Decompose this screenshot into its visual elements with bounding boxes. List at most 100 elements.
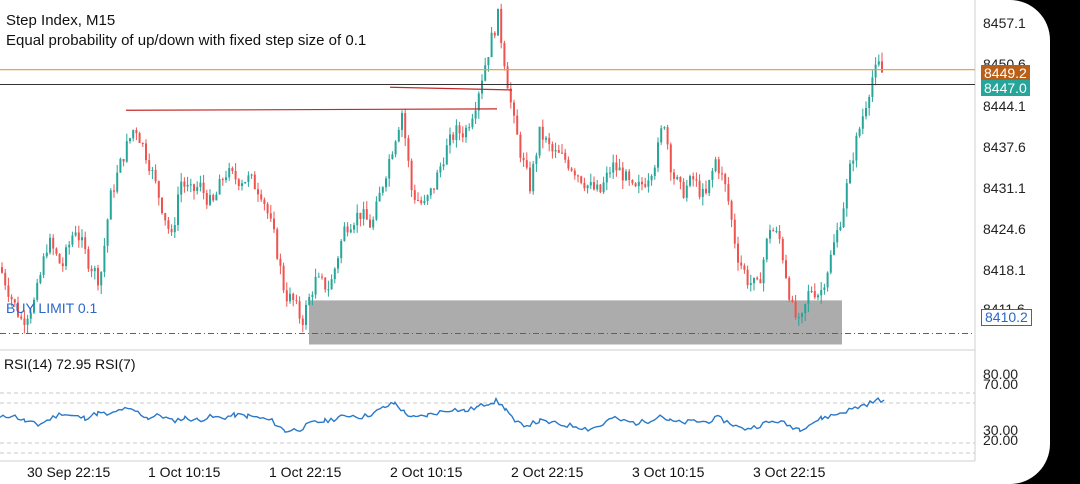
candle-body (577, 175, 579, 177)
candle-body (797, 317, 800, 319)
buy-limit-price-tag[interactable]: 8410.2 (981, 309, 1032, 326)
candle-body (292, 293, 295, 301)
candle-body (372, 219, 375, 228)
candle-body (81, 237, 83, 241)
candle-body (52, 237, 55, 249)
candle-body (452, 134, 455, 140)
candle-body (637, 181, 640, 187)
candle-body (349, 229, 352, 233)
candle-body (273, 218, 275, 230)
candle-body (769, 230, 771, 239)
candle-body (855, 135, 858, 161)
candle-body (343, 226, 346, 241)
candle-body (621, 167, 624, 181)
candle-body (407, 138, 410, 161)
candle-body (311, 294, 314, 298)
chart-canvas[interactable] (0, 0, 1050, 484)
candle-body (135, 130, 138, 134)
candle-body (257, 189, 259, 195)
symbol-description: Equal probability of up/down with fixed … (6, 32, 367, 49)
rsi-line (0, 396, 885, 433)
candle-body (849, 163, 851, 184)
time-axis-label: 3 Oct 10:15 (632, 464, 705, 480)
candle-body (461, 133, 464, 138)
candle-body (1, 267, 3, 273)
price-label: 8437.6 (983, 139, 1026, 155)
price-label: 8431.1 (983, 180, 1026, 196)
candle-body (759, 279, 762, 284)
candle-body (573, 170, 576, 176)
candle-body (660, 128, 663, 143)
candle-body (612, 162, 615, 173)
candle-body (260, 194, 263, 200)
candle-body (692, 176, 695, 180)
candle-body (615, 162, 618, 171)
candle-body (29, 312, 32, 319)
candle-body (404, 113, 407, 139)
candle-body (295, 300, 298, 302)
candle-body (589, 182, 592, 186)
candle-body (487, 57, 490, 66)
candle-body (145, 143, 147, 161)
candle-body (74, 232, 77, 236)
candle-body (397, 129, 400, 142)
candle-body (359, 212, 362, 219)
candle-body (730, 201, 733, 220)
candle-body (266, 204, 269, 214)
candle-body (788, 277, 791, 300)
candle-body (97, 268, 99, 286)
candle-body (378, 192, 381, 202)
candle-body (679, 176, 682, 182)
time-axis-label: 1 Oct 22:15 (269, 464, 342, 480)
candle-body (641, 181, 643, 185)
candle-body (753, 277, 755, 284)
ask-price-tag: 8449.2 (981, 65, 1030, 81)
candle-body (609, 172, 611, 174)
candle-body (685, 185, 688, 198)
candle-body (308, 297, 311, 305)
candle-body (474, 110, 477, 119)
candle-body (13, 299, 16, 303)
candle-body (599, 184, 602, 193)
candle-body (10, 296, 13, 300)
candle-body (458, 125, 461, 134)
candle-body (436, 172, 439, 190)
candle-body (833, 242, 835, 255)
candle-body (225, 177, 227, 181)
candle-body (285, 290, 288, 302)
candle-body (554, 150, 557, 152)
rsi-level-label: 70.00 (983, 376, 1019, 392)
candle-body (36, 282, 39, 300)
buy-limit-order-label[interactable]: BUY LIMIT 0.1 (6, 300, 98, 316)
candle-body (356, 212, 359, 226)
candle-body (253, 174, 256, 190)
candle-body (116, 172, 119, 192)
candle-body (327, 289, 330, 291)
candle-body (170, 228, 173, 233)
candle-body (413, 190, 416, 200)
candle-body (497, 8, 499, 36)
rsi-indicator-title[interactable]: RSI(14) 72.95 RSI(7) (4, 356, 136, 372)
chart-screen[interactable]: Step Index, M15 Equal probability of up/… (0, 0, 1050, 484)
candle-body (337, 258, 339, 269)
price-label: 8418.1 (983, 262, 1026, 278)
candle-body (71, 235, 74, 245)
candle-body (583, 182, 586, 189)
candle-body (330, 279, 333, 290)
candle-body (394, 141, 397, 155)
candle-body (513, 102, 515, 116)
candle-body (557, 150, 560, 153)
candle-body (129, 138, 131, 142)
candle-body (113, 190, 115, 192)
candle-body (596, 184, 599, 190)
candle-body (708, 179, 711, 193)
candle-body (161, 197, 163, 214)
candle-body (276, 229, 279, 259)
candle-body (682, 181, 685, 198)
candle-body (545, 137, 547, 140)
candle-body (90, 268, 93, 272)
bid-price-tag: 8447.0 (981, 80, 1030, 96)
candle-body (794, 301, 797, 318)
candle-body (586, 185, 589, 189)
candle-body (762, 259, 765, 284)
